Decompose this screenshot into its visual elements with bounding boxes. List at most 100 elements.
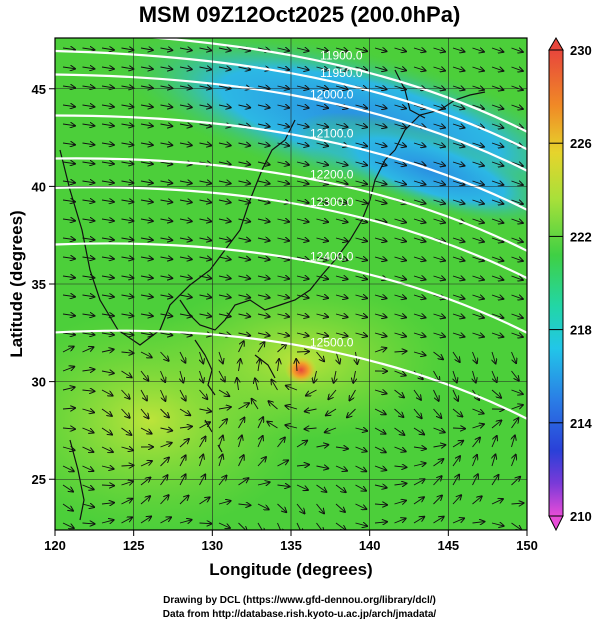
wind-arrow <box>218 314 231 317</box>
wind-arrow <box>452 124 464 128</box>
wind-arrow <box>472 162 484 166</box>
wind-arrow <box>277 105 290 108</box>
wind-arrow <box>218 295 231 298</box>
wind-arrow <box>316 200 329 203</box>
wind-arrow <box>238 67 251 70</box>
wind-arrow <box>101 67 114 69</box>
wind-arrow <box>200 351 204 363</box>
wind-arrow <box>296 441 307 448</box>
wind-arrow <box>268 401 278 410</box>
contour-label: 11950.0 <box>320 66 363 80</box>
wind-arrow <box>374 504 387 505</box>
wind-arrow <box>394 295 406 298</box>
wind-streamlines <box>62 48 523 530</box>
wind-arrow <box>140 48 153 50</box>
wind-arrow <box>472 408 484 413</box>
wind-arrow <box>491 420 501 429</box>
wind-arrow <box>252 399 259 410</box>
wind-arrow <box>306 389 317 396</box>
wind-arrow <box>394 501 406 504</box>
wind-arrow <box>472 219 484 223</box>
wind-arrow <box>218 162 231 165</box>
wind-arrow <box>238 276 251 279</box>
wind-arrow <box>277 485 290 487</box>
wind-arrow <box>101 485 114 486</box>
wind-arrow <box>238 341 244 353</box>
wind-arrow <box>140 408 149 418</box>
wind-arrow <box>179 181 192 183</box>
wind-arrow <box>121 427 132 435</box>
wind-arrow <box>238 403 249 410</box>
wind-arrow <box>62 105 75 107</box>
wind-arrow <box>238 219 251 222</box>
wind-arrow <box>472 276 484 280</box>
wind-arrow <box>511 238 523 242</box>
wind-arrow <box>101 105 114 107</box>
wind-arrow <box>452 105 464 109</box>
wind-arrow <box>179 219 192 221</box>
wind-arrow <box>160 67 173 69</box>
wind-arrow <box>511 477 521 486</box>
wind-arrow <box>121 481 133 485</box>
wind-arrow <box>62 295 75 297</box>
wind-arrow <box>199 105 212 107</box>
wind-arrow <box>433 495 442 505</box>
x-tick-label: 140 <box>359 538 381 553</box>
wind-arrow <box>121 389 130 399</box>
wind-arrow <box>413 314 425 318</box>
wind-arrow <box>82 333 95 335</box>
wind-arrow <box>433 200 445 204</box>
wind-arrow <box>140 370 148 381</box>
wind-arrow <box>491 370 497 382</box>
contour-label: 12100.0 <box>310 127 354 141</box>
wind-arrow <box>82 295 95 297</box>
wind-arrow <box>257 503 269 509</box>
wind-arrow <box>491 499 503 505</box>
wind-arrow <box>218 238 231 241</box>
wind-arrow <box>179 105 192 107</box>
wind-arrow <box>237 378 239 391</box>
wind-arrow <box>218 143 231 146</box>
wind-arrow <box>82 67 95 69</box>
wind-arrow <box>121 465 134 466</box>
wind-arrow <box>472 424 484 428</box>
wind-arrow <box>257 181 270 184</box>
wind-arrow <box>238 522 248 530</box>
wind-arrow <box>101 162 114 164</box>
wind-arrow <box>82 523 95 524</box>
wind-arrow <box>335 257 348 260</box>
wind-arrow <box>277 503 287 512</box>
wind-arrow <box>160 370 166 382</box>
wind-arrow <box>257 86 270 89</box>
credit-line-dcl: Drawing by DCL (https://www.gfd-dennou.o… <box>163 595 436 606</box>
wind-arrow <box>121 314 134 316</box>
wind-arrow <box>160 351 169 361</box>
wind-arrow <box>316 484 327 492</box>
wind-arrow <box>296 276 309 279</box>
wind-arrow <box>286 386 298 391</box>
wind-arrow <box>160 389 166 401</box>
y-axis-label: Latitude (degrees) <box>7 210 26 357</box>
wind-arrow <box>433 370 440 381</box>
wind-arrow <box>121 124 134 126</box>
wind-arrow <box>491 475 498 486</box>
wind-arrow <box>277 48 290 51</box>
wind-arrow <box>101 349 114 352</box>
wind-arrow <box>101 238 114 240</box>
wind-arrow <box>121 67 134 69</box>
wind-arrow <box>199 389 208 399</box>
wind-arrow <box>374 67 387 70</box>
wind-arrow <box>140 238 153 240</box>
wind-arrow <box>413 48 425 52</box>
wind-arrow <box>82 105 95 107</box>
wind-arrow <box>433 276 445 280</box>
wind-arrow <box>140 257 153 259</box>
wind-arrow <box>335 465 347 471</box>
wind-arrow <box>316 143 329 146</box>
wind-arrow <box>101 371 114 373</box>
wind-arrow <box>491 200 503 204</box>
wind-arrow <box>200 370 204 382</box>
wind-arrow <box>82 390 95 391</box>
wind-arrow <box>472 143 484 147</box>
wind-arrow <box>179 200 192 202</box>
